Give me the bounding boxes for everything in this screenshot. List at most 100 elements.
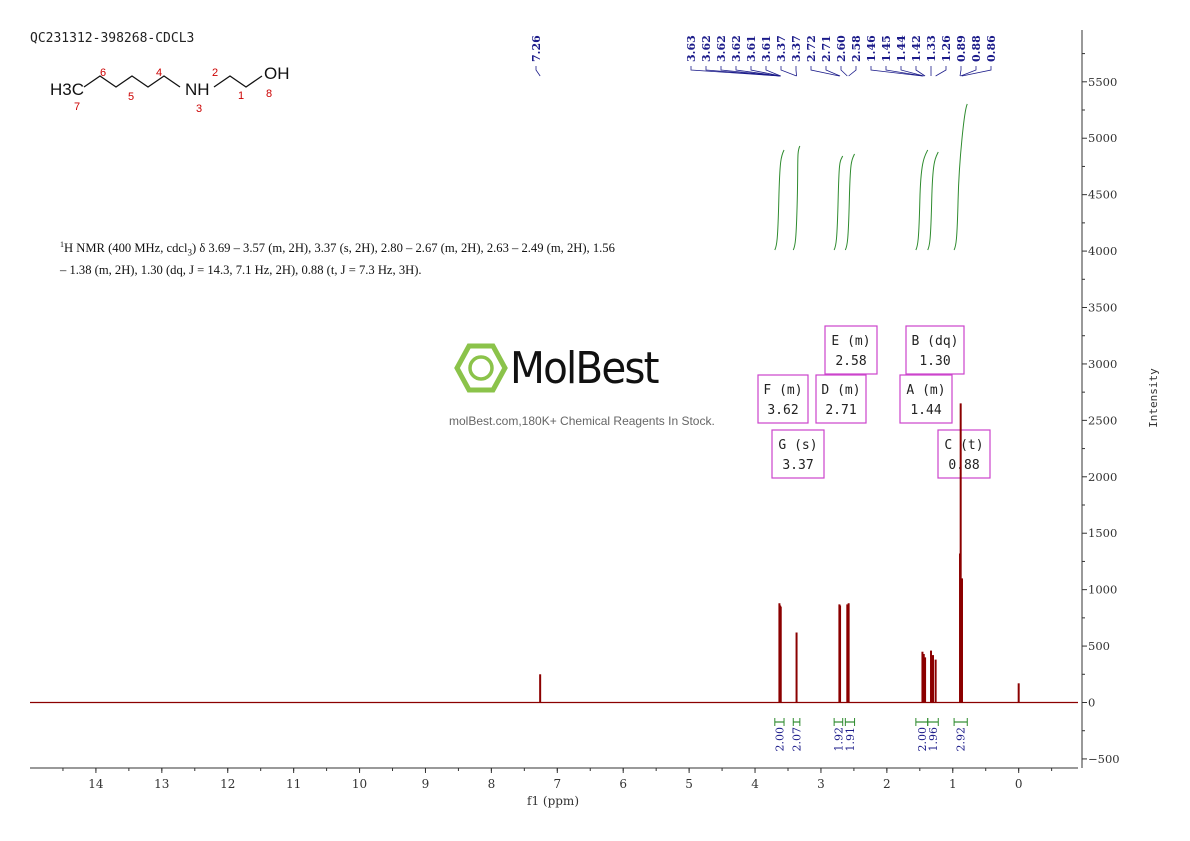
peak-label: 3.61: [745, 35, 758, 62]
atom-number: 4: [156, 67, 162, 79]
x-tick-label: 6: [619, 777, 627, 791]
multiplet-box: [771, 429, 825, 479]
multiplet-label: A (m): [906, 383, 945, 398]
x-tick-label: 7: [553, 777, 561, 791]
multiplet-label: C (t): [944, 438, 983, 453]
multiplet-shift: 3.62: [767, 403, 798, 418]
y-tick-label: 0: [1088, 696, 1095, 710]
peak-label: 1.46: [865, 35, 878, 62]
integral-curve: [833, 155, 844, 251]
peak-labels: 7.26 3.63 3.62 3.62 3.62 3.61 3.61 3.37 3.37 2.72…: [530, 35, 998, 77]
molbest-logo-icon: [454, 343, 508, 393]
atom-numbers: 7 6 5 4 3 2 1 8: [74, 67, 272, 115]
carbon-chain-right: [213, 75, 263, 88]
integral-curve: [927, 151, 939, 251]
y-tick-label: 500: [1088, 639, 1110, 653]
atom-number: 2: [212, 67, 218, 79]
peak-label: 3.62: [715, 35, 728, 62]
amine-group-label: NH: [185, 80, 210, 99]
peak-label: 2.71: [820, 35, 833, 62]
chart-axes: 14 13 12 11 10 9 8 7 6 5 4 3 2 1 0f1 (ppm)−50005001000…: [30, 30, 1160, 808]
y-tick-label: 4000: [1088, 244, 1117, 258]
peak-label-leader: [705, 66, 781, 77]
peak-label-leader: [870, 66, 923, 77]
nmr-description-prefix: H NMR (400 MHz, cdcl: [64, 241, 188, 256]
peak-label: 1.44: [895, 35, 908, 62]
y-tick-label: 5000: [1088, 131, 1117, 145]
multiplet-label: D (m): [821, 383, 860, 398]
atom-number: 8: [266, 88, 272, 100]
atom-number: 5: [128, 91, 134, 103]
y-tick-label: 3500: [1088, 301, 1117, 315]
multiplet-boxes: F (m) 3.62 G (s) 3.37 D (m) 2.71 E (m) 2.58 A (m…: [757, 325, 991, 479]
y-axis-label: Intensity: [1147, 368, 1160, 428]
multiplet-label: F (m): [763, 383, 802, 398]
y-tick-label: 1000: [1088, 583, 1117, 597]
atom-number: 1: [238, 90, 244, 102]
x-tick-label: 12: [220, 777, 235, 791]
peak-label-leader: [935, 66, 947, 77]
integral-value: 1.92: [832, 727, 845, 752]
multiplet-box: [757, 374, 809, 424]
peak-label: 0.88: [970, 35, 983, 62]
hydroxyl-group-label: OH: [264, 64, 290, 83]
x-tick-label: 4: [751, 777, 759, 791]
peak-label-leader: [765, 66, 781, 77]
multiplet-shift: 1.30: [919, 354, 950, 369]
multiplet-shift: 2.58: [835, 354, 866, 369]
y-tick-label: −500: [1088, 752, 1120, 766]
peak-label-leader: [885, 66, 924, 77]
nmr-isotope: 1: [60, 240, 64, 249]
multiplet-shift: 1.44: [910, 403, 941, 418]
x-tick-label: 10: [352, 777, 367, 791]
integral-curve: [915, 149, 929, 251]
peak-label: 7.26: [530, 35, 543, 62]
multiplet-box: [899, 374, 953, 424]
peak-label: 3.37: [775, 35, 788, 62]
integral-value: 2.92: [955, 727, 968, 752]
x-tick-label: 5: [685, 777, 693, 791]
nmr-description: 1H NMR (400 MHz, cdcl3) δ 3.69 – 3.57 (m…: [60, 236, 620, 279]
peak-label: 3.62: [700, 35, 713, 62]
integral-value: 1.91: [844, 727, 857, 752]
peak-label-leader: [750, 66, 781, 77]
peak-label: 3.37: [790, 35, 803, 62]
peak-label-leader: [780, 66, 797, 77]
atom-number: 6: [100, 67, 106, 79]
integral-value: 2.07: [791, 727, 804, 752]
multiplet-shift: 3.37: [782, 458, 813, 473]
y-tick-label: 4500: [1088, 188, 1117, 202]
peak-label-leader: [848, 66, 857, 77]
molecule-structure: H3C NH OH 7 6 5 4 3 2 1 8: [50, 64, 290, 115]
x-tick-label: 0: [1015, 777, 1023, 791]
multiplet-box: [824, 325, 878, 375]
logo-tagline: molBest.com,180K+ Chemical Reagents In S…: [449, 414, 715, 428]
y-tick-label: 2000: [1088, 470, 1117, 484]
peak-label: 0.89: [955, 35, 968, 62]
multiplet-label: G (s): [778, 438, 817, 453]
nmr-description-sub: 3: [187, 247, 192, 258]
peak-label: 1.42: [910, 35, 923, 62]
atom-number: 3: [196, 103, 202, 115]
peak-label-leader: [915, 66, 926, 77]
x-tick-label: 14: [88, 777, 104, 791]
peak-label-leader: [690, 66, 780, 77]
peak-label: 2.72: [805, 35, 818, 62]
carbon-chain-left: [83, 75, 181, 88]
peak-label: 3.62: [730, 35, 743, 62]
peak-label-leader: [795, 66, 797, 77]
multiplet-label: B (dq): [912, 334, 959, 349]
peak-label-leader: [535, 66, 541, 77]
nmr-description-rest: ) δ 3.69 – 3.57 (m, 2H), 3.37 (s, 2H), 2…: [60, 241, 615, 277]
peak-label-leader: [960, 66, 977, 77]
peak-label-leader: [720, 66, 781, 77]
peak-label: 2.60: [835, 35, 848, 62]
integral-values: 2.00 2.07 1.921.91 2.001.96 2.92: [773, 718, 968, 752]
y-tick-label: 2500: [1088, 413, 1117, 427]
multiplet-label: E (m): [831, 334, 870, 349]
x-tick-label: 1: [949, 777, 957, 791]
integral-curve: [844, 153, 856, 251]
x-tick-label: 3: [817, 777, 825, 791]
x-tick-label: 8: [488, 777, 496, 791]
